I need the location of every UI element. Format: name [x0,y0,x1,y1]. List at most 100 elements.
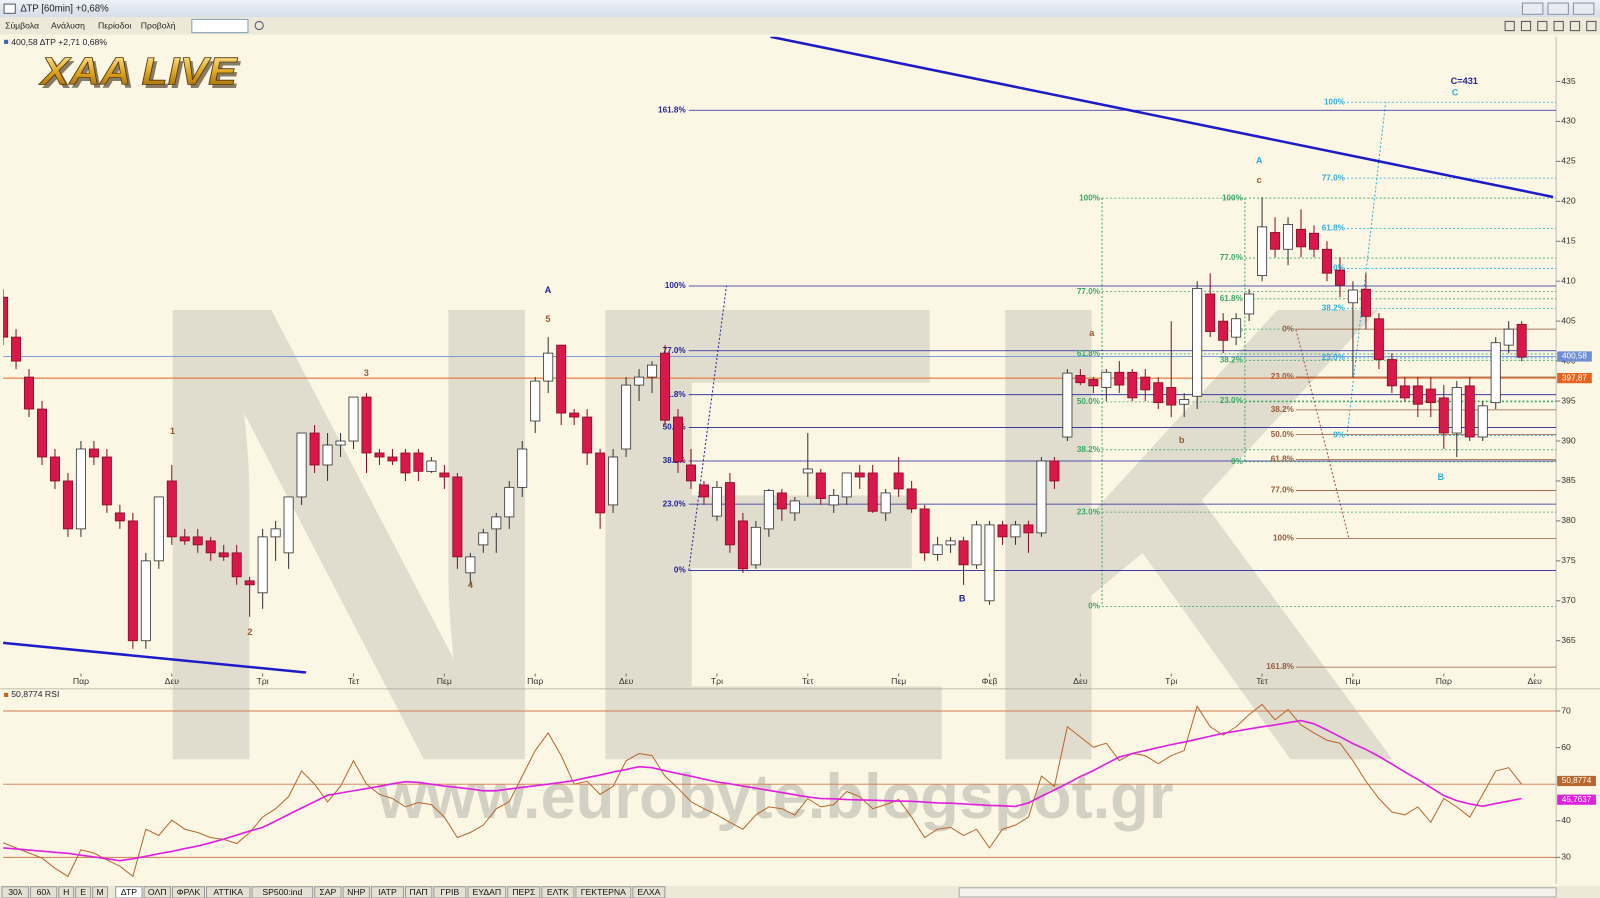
tab[interactable] [370,886,404,898]
candle-body [543,352,554,382]
info-line: 400,58 ΔΤΡ +2,71 0,68% [11,37,107,47]
candle-body [1244,293,1255,315]
tab-label[interactable]: ΕΥΔΑΠ [472,887,501,897]
candle-body [1347,289,1358,304]
candle-body [309,432,320,466]
tab[interactable] [314,886,342,898]
tab[interactable] [29,886,58,898]
candle-body [231,552,242,578]
y-tick-label: 30 [1561,852,1571,862]
tab-label[interactable]: ΣΑΡ [319,887,336,897]
tab[interactable] [251,886,314,898]
menu-item[interactable]: Σύμβολα [5,20,39,30]
candle-body [1296,228,1307,248]
trendline [770,36,1554,199]
search-icon[interactable] [254,20,264,31]
candle-body [984,524,995,602]
tab[interactable] [58,886,75,898]
candle-body [153,496,164,562]
candle-body [478,532,489,546]
candle-body [647,364,658,378]
tool-icon[interactable] [1569,20,1581,32]
candle-body [724,482,735,546]
tab-label[interactable]: Ε [80,887,86,897]
chart-background [0,34,1600,886]
menu-item[interactable]: Περίοδοι [98,20,131,30]
rsi-marker [4,692,9,697]
tab-label[interactable]: ΓΡΙΒ [441,887,460,897]
restore-button[interactable] [1547,2,1569,15]
tool-icon[interactable] [1586,20,1597,32]
tab[interactable] [115,886,143,898]
tab-label[interactable]: ΔΤΡ [121,887,138,897]
fib-label: 77.0% [1077,287,1101,296]
tab[interactable] [467,886,507,898]
candle-body [685,464,696,482]
tab[interactable] [75,886,92,898]
tab-label[interactable]: ΦΡΛΚ [177,887,201,897]
tab[interactable] [541,886,575,898]
tab-label[interactable]: ΑΤΤΙΚΑ [213,887,243,897]
tab[interactable] [632,886,666,898]
tab-label[interactable]: ΕΛΤΚ [547,887,569,897]
candle-body [465,556,476,574]
candle-body [582,416,593,454]
y-tick-label: 380 [1561,515,1576,525]
candle-body [257,536,268,594]
tab[interactable] [575,886,632,898]
fib-label: 0% [1282,324,1295,333]
fib-label: 38.2% [1220,355,1244,364]
fib-label: 38.2% [1322,304,1346,313]
tool-icon[interactable] [1520,20,1532,32]
tab-label[interactable]: ΙΑΤΡ [378,887,397,897]
tool-icon[interactable] [1537,20,1548,32]
tool-icon[interactable] [1553,20,1564,32]
candle-body [374,452,385,458]
symbol-input[interactable] [191,18,249,34]
window-buttons[interactable] [1521,2,1595,15]
y-tick-label: 365 [1561,635,1576,645]
tab-label[interactable]: ΠΕΡΣ [512,887,536,897]
fib-label: 77.0% [663,346,687,355]
candle-body [854,472,865,478]
candle-body [1140,376,1151,391]
tab[interactable] [404,886,433,898]
menu-item[interactable]: Προβολή [141,20,176,30]
tab[interactable] [507,886,541,898]
tab-label[interactable]: ΝΗΡ [347,887,366,897]
tab-label[interactable]: ΟΛΠ [148,887,167,897]
tab[interactable] [206,886,251,898]
tab-label[interactable]: Μ [96,887,103,897]
tab-label[interactable]: 60λ [37,887,52,897]
tool-icon[interactable] [1504,20,1515,32]
menu-item[interactable]: Ανάλυση [51,20,85,30]
wave-label: 2 [247,627,252,637]
tab[interactable] [1,886,29,898]
tab[interactable] [342,886,370,898]
last-value-label: 50,8774 [1562,776,1592,785]
candle-body [1334,269,1345,286]
tab-label[interactable]: Η [63,887,69,897]
wave-label: 4 [468,580,474,590]
tab[interactable] [143,886,171,898]
candle-body [958,540,969,566]
tab-label[interactable]: ΕΛΧΑ [637,887,660,897]
tab-label[interactable]: ΓΕΚΤΕΡΝΑ [581,887,626,897]
y-tick-label: 385 [1561,475,1576,485]
tab[interactable] [433,886,467,898]
menu: Σύμβολα Ανάλυση Περίοδοι Προβολή [5,20,176,30]
tab-label[interactable]: ΠΑΠ [410,887,428,897]
candle-body [140,560,151,642]
candle-body [1399,385,1410,399]
candle-body [1023,524,1034,534]
candle-body [673,416,684,463]
tab[interactable] [171,886,205,898]
tab[interactable] [92,886,109,898]
tab-label[interactable]: SP500:ind [262,887,302,897]
tab-label[interactable]: 30λ [8,887,23,897]
scrollbar[interactable] [958,887,1557,898]
price-marker-label: 400,58 [1562,352,1587,361]
minimize-button[interactable] [1521,2,1544,15]
close-button[interactable] [1572,2,1595,15]
fib-label: 38.2% [1271,405,1295,414]
